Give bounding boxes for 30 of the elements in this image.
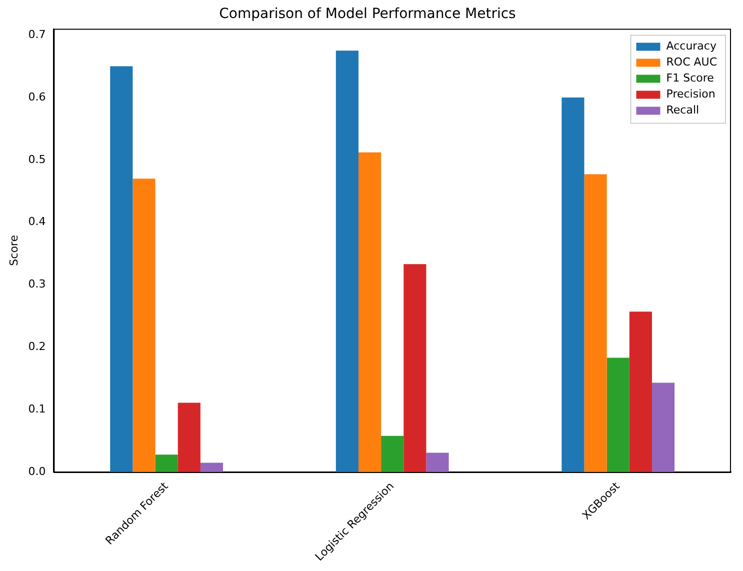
- legend-label: F1 Score: [666, 72, 714, 85]
- bar: [404, 264, 426, 472]
- y-axis-title: Score: [7, 234, 20, 266]
- bar: [358, 152, 382, 472]
- y-tick-label: 0.5: [28, 152, 46, 166]
- bar: [629, 312, 652, 472]
- bar: [381, 436, 404, 472]
- y-tick-label: 0.7: [28, 28, 46, 41]
- bar: [606, 358, 630, 472]
- y-tick-label: 0.4: [28, 215, 46, 228]
- chart-title: Comparison of Model Performance Metrics: [219, 6, 516, 22]
- y-tick-label: 0.1: [28, 402, 46, 416]
- legend-label: Precision: [666, 88, 716, 101]
- y-tick-label: 0.0: [28, 464, 46, 478]
- y-tick-label: 0.2: [28, 340, 46, 354]
- bar: [178, 402, 200, 472]
- legend-label: Recall: [666, 104, 700, 117]
- bar: [336, 50, 358, 472]
- legend-label: ROC AUC: [666, 56, 718, 69]
- bar: [652, 382, 675, 472]
- bar: [132, 178, 156, 472]
- legend-label: Accuracy: [666, 40, 717, 53]
- bar: [110, 66, 133, 472]
- bar: [426, 452, 449, 472]
- bar: [200, 462, 224, 472]
- bar: [155, 454, 178, 472]
- y-tick-label: 0.6: [28, 90, 46, 104]
- y-tick-label: 0.3: [28, 278, 46, 291]
- bar: [562, 97, 584, 472]
- bar: [584, 174, 607, 472]
